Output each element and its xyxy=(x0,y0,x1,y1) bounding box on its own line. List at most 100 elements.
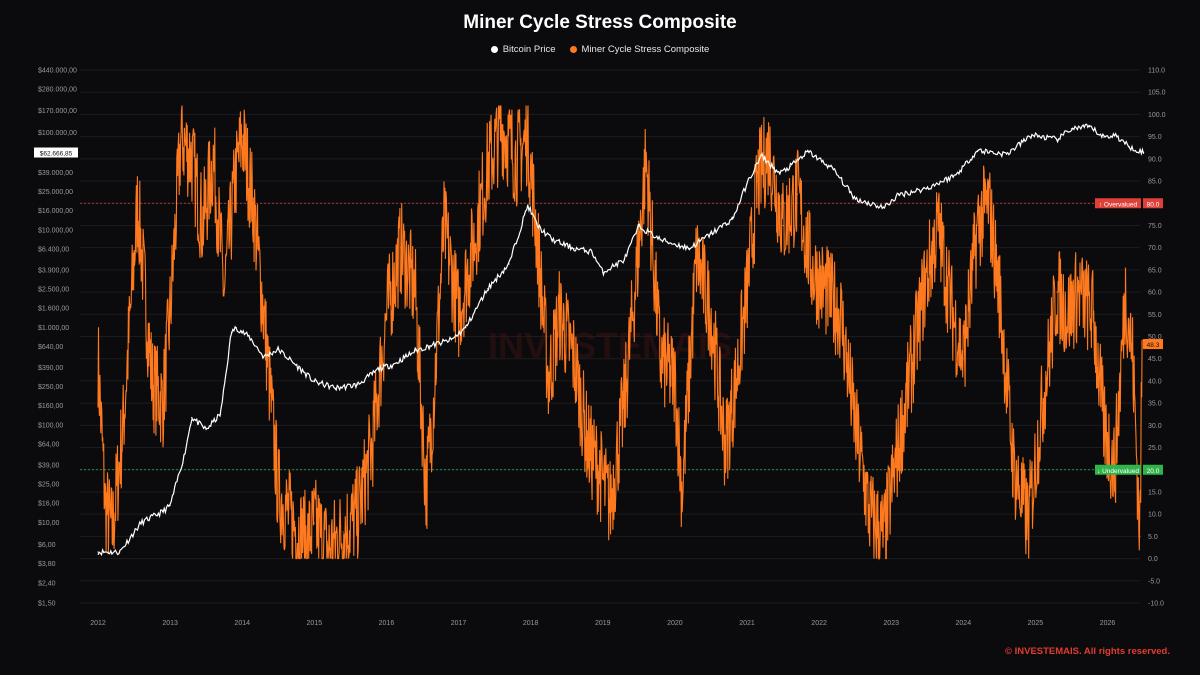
composite-point xyxy=(883,535,885,537)
legend-item-price[interactable]: Bitcoin Price xyxy=(490,44,556,55)
composite-point xyxy=(104,504,106,506)
composite-point xyxy=(659,358,662,360)
x-axis: 2012 2013 2014 2015 2016 2017 2018 2019 2020 2021… xyxy=(90,620,1115,627)
price-point xyxy=(393,363,395,366)
price-point xyxy=(230,331,233,333)
composite-point xyxy=(356,513,359,515)
left-tick-label: $39,00 xyxy=(38,463,60,470)
composite-point xyxy=(234,180,236,182)
composite-point xyxy=(457,313,460,315)
right-tick-label: 65.0 xyxy=(1148,267,1162,274)
threshold-value-badge xyxy=(1143,198,1163,209)
price-point xyxy=(450,339,452,341)
composite-point xyxy=(1013,469,1015,471)
threshold-label: ↑ Overvalued xyxy=(1099,201,1138,208)
right-tick-label: 75.0 xyxy=(1148,223,1162,230)
price-point xyxy=(335,387,337,389)
price-point xyxy=(854,198,856,200)
composite-point xyxy=(695,255,698,258)
composite-point xyxy=(432,402,434,404)
left-tick-label: $1.000,00 xyxy=(38,325,69,332)
right-tick-label: 110.0 xyxy=(1148,68,1165,75)
composite-point xyxy=(1092,313,1094,315)
right-tick-label: 40.0 xyxy=(1148,378,1162,385)
composite-point xyxy=(854,424,856,426)
price-point xyxy=(248,336,251,338)
composite-point xyxy=(746,291,748,293)
left-tick-label: $10.000,00 xyxy=(38,228,73,235)
composite-point xyxy=(371,446,373,449)
composite-point xyxy=(1056,291,1058,293)
right-tick-label: 85.0 xyxy=(1148,179,1162,186)
right-tick-label: 100.0 xyxy=(1148,112,1166,119)
price-point xyxy=(183,453,186,456)
price-point xyxy=(778,173,781,175)
composite-point xyxy=(937,224,939,227)
price-point xyxy=(1114,134,1116,136)
price-point xyxy=(191,416,193,419)
left-tick-label: $6,00 xyxy=(38,542,56,549)
price-point xyxy=(1031,134,1033,136)
composite-point xyxy=(328,549,330,551)
price-point xyxy=(1142,151,1145,154)
price-point xyxy=(1070,128,1073,130)
composite-point xyxy=(241,136,243,138)
left-tick-label: $39.000,00 xyxy=(38,170,73,177)
right-tick-label: 60.0 xyxy=(1148,290,1162,297)
x-tick-label: 2021 xyxy=(739,620,755,627)
current-composite-label: 48.3 xyxy=(1147,342,1160,349)
composite-point xyxy=(277,491,279,493)
threshold-value: 20.0 xyxy=(1147,468,1160,475)
price-point xyxy=(356,384,359,386)
composite-point xyxy=(1132,358,1134,360)
composite-point xyxy=(169,313,171,315)
composite-line xyxy=(97,105,1143,561)
legend-marker-price xyxy=(490,46,498,53)
x-tick-label: 2019 xyxy=(595,620,611,627)
right-tick-label: 10.0 xyxy=(1148,512,1162,519)
x-tick-label: 2024 xyxy=(956,620,972,627)
composite-point xyxy=(425,491,427,493)
composite-point xyxy=(537,247,539,249)
composite-point xyxy=(951,313,954,315)
price-point xyxy=(955,174,957,176)
price-point xyxy=(602,271,604,273)
price-point xyxy=(527,204,529,206)
price-point xyxy=(731,218,734,220)
right-tick-label: 50.0 xyxy=(1148,334,1162,341)
composite-point xyxy=(486,167,488,169)
composite-point xyxy=(598,469,600,471)
price-point xyxy=(1088,126,1091,128)
legend-marker-composite xyxy=(569,46,577,53)
composite-point xyxy=(1067,313,1069,315)
left-tick-label: $440.000,00 xyxy=(38,68,77,75)
x-tick-label: 2012 xyxy=(90,620,106,627)
left-tick-label: $25,00 xyxy=(38,481,60,488)
x-tick-label: 2016 xyxy=(379,620,395,627)
composite-point xyxy=(1139,535,1141,537)
price-point xyxy=(832,168,835,171)
chart-title: Miner Cycle Stress Composite xyxy=(463,12,737,33)
left-tick-label: $2.500,00 xyxy=(38,286,69,293)
x-tick-label: 2018 xyxy=(523,620,539,627)
x-tick-label: 2023 xyxy=(883,620,899,627)
right-tick-label: 95.0 xyxy=(1148,134,1162,141)
legend-label-price: Bitcoin Price xyxy=(502,44,556,55)
legend-item-composite[interactable]: Miner Cycle Stress Composite xyxy=(569,44,709,55)
price-point xyxy=(623,258,625,261)
price-point xyxy=(429,345,431,347)
left-tick-label: $160,00 xyxy=(38,403,63,410)
left-tick-label: $16.000,00 xyxy=(38,208,73,215)
threshold-value: 80.0 xyxy=(1147,201,1160,208)
composite-point xyxy=(977,224,979,227)
composite-point xyxy=(897,446,900,449)
composite-point xyxy=(811,269,813,271)
right-tick-label: 90.0 xyxy=(1148,156,1162,163)
price-point xyxy=(277,348,279,350)
composite-point xyxy=(97,358,99,360)
right-tick-label: 30.0 xyxy=(1148,423,1162,430)
price-point xyxy=(537,225,539,227)
threshold-value-badge xyxy=(1143,464,1163,475)
price-point xyxy=(378,368,380,370)
